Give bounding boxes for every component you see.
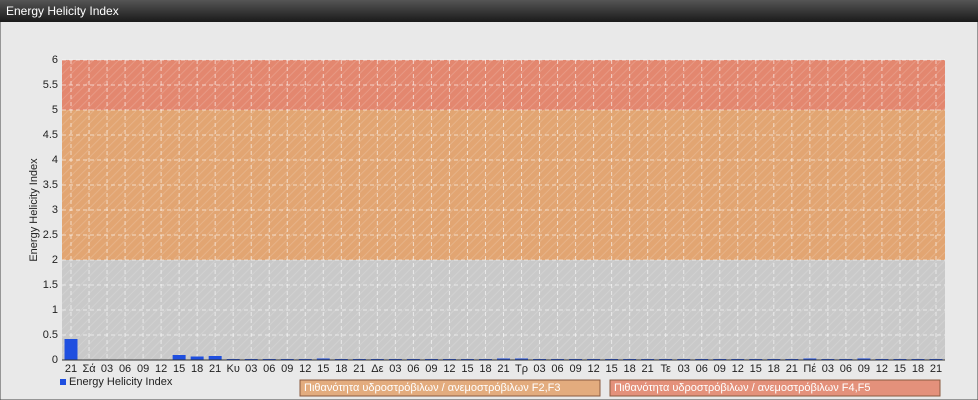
x-tick-label: 21 — [209, 363, 221, 375]
x-tick-label: 06 — [840, 363, 852, 375]
x-tick-label: 21 — [497, 363, 509, 375]
bar — [316, 358, 330, 360]
x-tick-label: 03 — [101, 363, 113, 375]
x-tick-label: 15 — [750, 363, 762, 375]
y-axis-label: Energy Helicity Index — [28, 158, 40, 262]
x-tick-label: 06 — [551, 363, 563, 375]
x-tick-label: 21 — [353, 363, 365, 375]
y-tick-label: 0 — [52, 354, 58, 366]
x-tick-label: Δε — [371, 363, 383, 375]
x-tick-label: 09 — [137, 363, 149, 375]
x-tick-label: 15 — [173, 363, 185, 375]
y-tick-label: 3 — [52, 204, 58, 216]
x-tick-label: 18 — [912, 363, 924, 375]
header-title: Energy Helicity Index — [6, 4, 119, 18]
x-tick-label: 12 — [587, 363, 599, 375]
x-tick-label: 12 — [876, 363, 888, 375]
x-tick-label: Τε — [660, 363, 671, 375]
x-tick-label: 03 — [533, 363, 545, 375]
x-tick-label: 12 — [732, 363, 744, 375]
x-tick-label: 09 — [714, 363, 726, 375]
x-tick-label: 18 — [191, 363, 203, 375]
x-tick-label: 09 — [281, 363, 293, 375]
bar — [64, 339, 78, 360]
y-tick-label: 1 — [52, 304, 58, 316]
bar — [208, 356, 222, 360]
x-tick-label: 09 — [569, 363, 581, 375]
x-tick-label: 09 — [425, 363, 437, 375]
legend-label: Energy Helicity Index — [69, 376, 173, 388]
x-tick-label: 15 — [894, 363, 906, 375]
x-tick-label: 06 — [263, 363, 275, 375]
zone-legend-label: Πιθανότητα υδροστρόβιλων / ανεμοστρόβιλω… — [614, 382, 871, 394]
y-tick-label: 5 — [52, 104, 58, 116]
x-tick-label: 18 — [335, 363, 347, 375]
x-tick-label: 12 — [155, 363, 167, 375]
x-tick-label: 15 — [461, 363, 473, 375]
y-tick-label: 6 — [52, 54, 58, 66]
x-tick-label: Πέ — [803, 363, 816, 375]
y-tick-label: 5.5 — [43, 79, 58, 91]
x-tick-label: 18 — [624, 363, 636, 375]
x-tick-label: 18 — [768, 363, 780, 375]
x-tick-label: 12 — [443, 363, 455, 375]
y-tick-label: 3.5 — [43, 179, 58, 191]
y-tick-label: 4.5 — [43, 129, 58, 141]
x-tick-label: 21 — [930, 363, 942, 375]
x-tick-label: 21 — [642, 363, 654, 375]
legend-swatch — [60, 379, 66, 385]
bar — [515, 358, 529, 360]
bar — [172, 355, 186, 360]
x-tick-label: 21 — [786, 363, 798, 375]
y-tick-label: 4 — [52, 154, 58, 166]
x-tick-label: 18 — [479, 363, 491, 375]
bar — [857, 358, 871, 360]
header-bar — [0, 0, 978, 22]
x-tick-label: 15 — [605, 363, 617, 375]
x-tick-label: 21 — [65, 363, 77, 375]
zone-legend-box — [299, 379, 601, 397]
x-tick-label: 03 — [245, 363, 257, 375]
bar — [190, 356, 204, 360]
x-tick-label: 12 — [299, 363, 311, 375]
zone-legend-box — [609, 379, 941, 397]
bar — [803, 358, 817, 360]
x-tick-label: 06 — [407, 363, 419, 375]
x-tick-label: 06 — [119, 363, 131, 375]
y-tick-label: 0.5 — [43, 329, 58, 341]
x-tick-label: 15 — [317, 363, 329, 375]
y-tick-label: 2 — [52, 254, 58, 266]
x-tick-label: 09 — [858, 363, 870, 375]
x-tick-label: 06 — [696, 363, 708, 375]
x-tick-label: Κυ — [227, 363, 240, 375]
y-tick-label: 1.5 — [43, 279, 58, 291]
x-tick-label: Σά — [82, 363, 96, 375]
y-tick-label: 2.5 — [43, 229, 58, 241]
bar — [497, 358, 510, 360]
x-tick-label: Τρ — [515, 363, 528, 375]
zone-legend-label: Πιθανότητα υδροστρόβιλων / ανεμοστρόβιλω… — [304, 382, 561, 394]
x-tick-label: 03 — [822, 363, 834, 375]
x-tick-label: 03 — [389, 363, 401, 375]
x-tick-label: 03 — [678, 363, 690, 375]
